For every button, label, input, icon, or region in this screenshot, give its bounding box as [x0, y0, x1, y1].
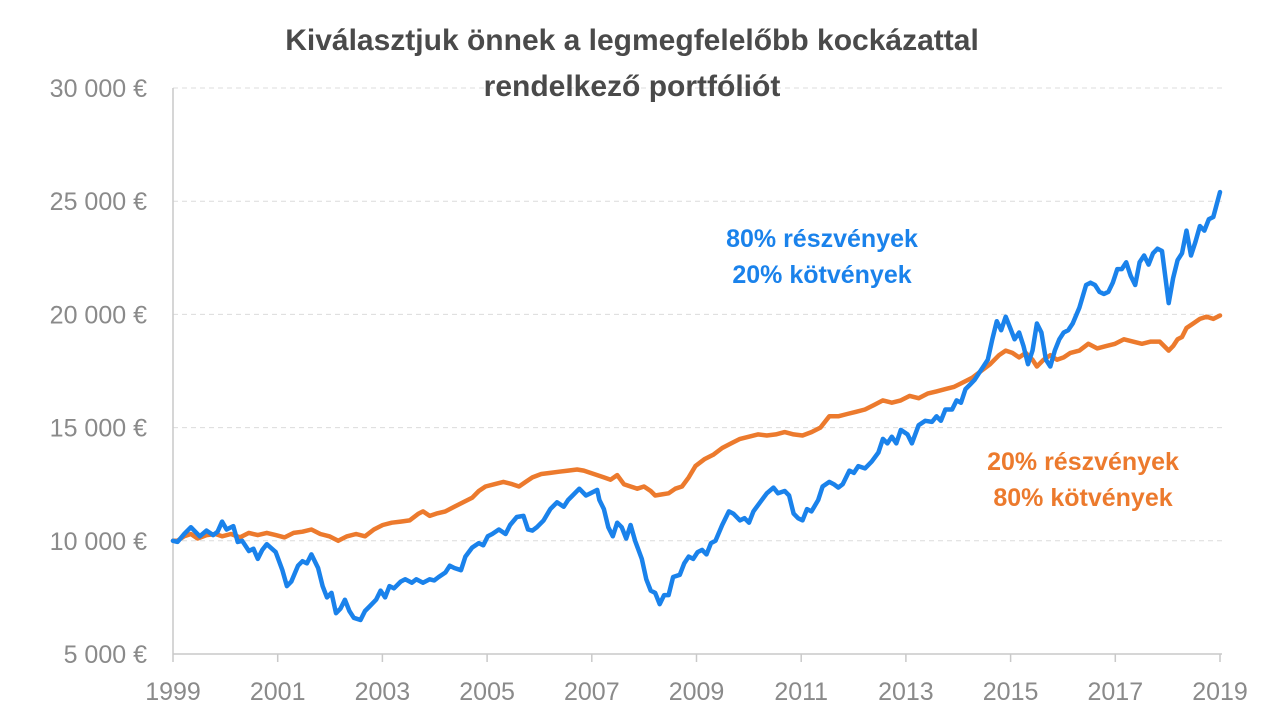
x-tick-label: 1999 [145, 678, 201, 706]
x-tick-label: 2011 [774, 678, 828, 706]
x-tick-label: 2003 [355, 678, 411, 706]
x-tick-label: 2009 [669, 678, 725, 706]
y-tick-label: 20 000 € [50, 301, 147, 329]
annotation-20-stocks-line-1: 20% részvények [987, 448, 1179, 476]
grid-lines [173, 87, 1222, 542]
series-line-20-stocks [170, 313, 1223, 544]
x-tick-label: 2019 [1192, 678, 1248, 706]
chart-title-line-2: rendelkező portfóliót [484, 70, 781, 103]
x-tick-label: 2007 [564, 678, 620, 706]
x-tick-labels: 1999 2001 2003 2005 2007 2009 2011 2013 2015 2017… [145, 654, 1248, 706]
x-tick-label: 2013 [878, 678, 934, 706]
y-tick-labels: 30 000 € 25 000 € 20 000 € 15 000 € 10 000 €… [50, 75, 147, 669]
y-tick-label: 30 000 € [50, 75, 147, 103]
y-tick-label: 5 000 € [64, 641, 148, 669]
x-tick-label: 2015 [983, 678, 1039, 706]
annotation-20-stocks-line-2: 80% kötvények [993, 484, 1172, 512]
x-tick-label: 2017 [1087, 678, 1143, 706]
annotation-80-stocks-line-1: 80% részvények [726, 225, 918, 253]
series-lines [170, 189, 1223, 623]
chart-title-line-1: Kiválasztjuk önnek a legmegfelelőbb kock… [285, 24, 979, 57]
x-tick-label: 2005 [459, 678, 515, 706]
series-line-80-stocks [170, 189, 1223, 623]
y-tick-label: 25 000 € [50, 188, 147, 216]
x-tick-label: 2001 [250, 678, 306, 706]
annotation-80-stocks-line-2: 20% kötvények [732, 261, 911, 289]
y-tick-label: 15 000 € [50, 415, 147, 443]
y-tick-label: 10 000 € [50, 528, 147, 556]
